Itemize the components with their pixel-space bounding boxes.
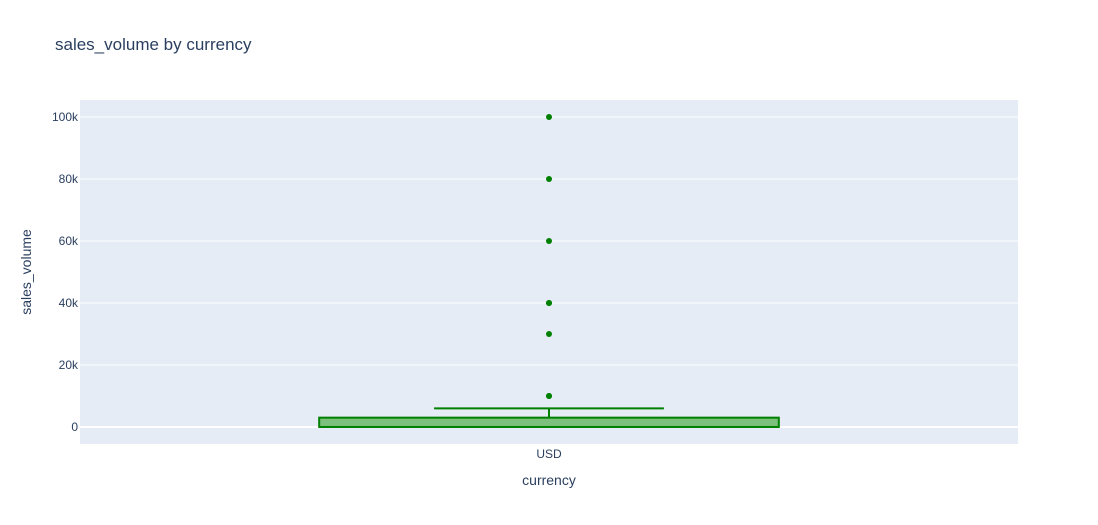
box-series (318, 114, 780, 428)
outlier-point (546, 299, 552, 306)
outlier-point (546, 176, 552, 183)
outlier-point (546, 330, 552, 337)
y-tick-labels: 0 20k 40k 60k 80k 100k (52, 110, 79, 434)
x-tick-label: USD (536, 447, 562, 461)
y-tick-label: 60k (59, 234, 79, 248)
x-tick-labels: USD (536, 447, 562, 461)
y-axis-title: sales_volume (18, 229, 34, 315)
chart-title: sales_volume by currency (55, 35, 252, 54)
outlier-point (546, 114, 552, 121)
box-iqr (318, 416, 780, 428)
x-axis-title: currency (522, 472, 576, 488)
outlier-point (546, 392, 552, 399)
plot-area (80, 100, 1018, 444)
y-tick-label: 0 (71, 420, 78, 434)
y-tick-label: 40k (59, 296, 79, 310)
y-tick-label: 20k (59, 358, 79, 372)
y-tick-label: 80k (59, 172, 79, 186)
y-tick-label: 100k (52, 110, 79, 124)
outlier-point (546, 238, 552, 245)
